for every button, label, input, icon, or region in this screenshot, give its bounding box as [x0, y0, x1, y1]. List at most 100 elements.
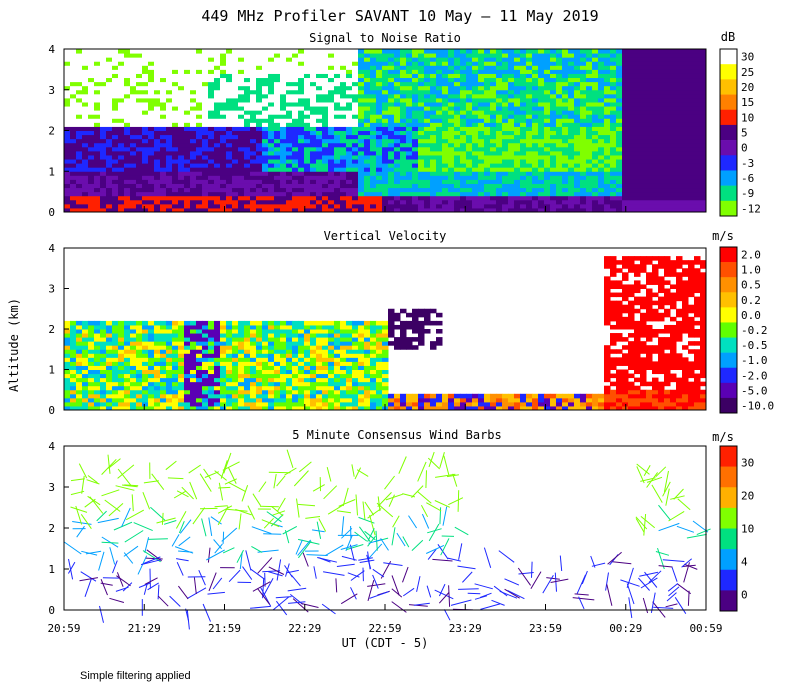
snr-cell: [598, 114, 605, 119]
snr-cell: [364, 89, 371, 95]
snr-cell: [370, 150, 377, 156]
snr-cell: [502, 126, 509, 131]
snr-cell: [238, 61, 245, 66]
snr-cell: [286, 61, 293, 66]
snr-cell: [556, 171, 563, 176]
snr-cell: [472, 53, 479, 58]
snr-cell: [526, 175, 533, 180]
snr-cell: [244, 179, 251, 184]
snr-cell: [106, 81, 113, 87]
velocity-cell: [112, 373, 119, 379]
snr-cell: [70, 73, 77, 79]
snr-cell: [142, 77, 149, 83]
snr-cell: [334, 81, 341, 87]
snr-cell: [76, 114, 83, 119]
snr-cell: [412, 171, 419, 176]
velocity-cell: [100, 345, 107, 350]
snr-cell: [586, 97, 593, 103]
snr-cell: [226, 183, 233, 189]
snr-cell: [238, 101, 245, 107]
snr-cell: [118, 183, 125, 189]
snr-cell: [220, 114, 227, 119]
snr-cell: [574, 65, 581, 70]
snr-cell: [586, 154, 593, 160]
velocity-cell: [166, 393, 173, 399]
snr-cell: [148, 106, 155, 111]
velocity-cell: [172, 405, 179, 411]
snr-cell: [334, 175, 341, 180]
snr-cell: [322, 175, 329, 180]
snr-cell: [604, 73, 611, 79]
snr-cell: [460, 191, 467, 197]
snr-cell: [586, 159, 593, 164]
snr-cell: [148, 89, 155, 95]
snr-cell: [334, 65, 341, 70]
snr-cell: [514, 187, 521, 193]
snr-cell: [418, 167, 425, 172]
snr-cell: [658, 65, 665, 70]
snr-cell: [586, 57, 593, 62]
snr-cell: [586, 187, 593, 193]
snr-cell: [268, 122, 275, 127]
snr-cell: [664, 49, 671, 54]
snr-cell: [538, 93, 545, 99]
snr-cell: [256, 183, 263, 189]
snr-cell: [484, 171, 491, 176]
snr-cell: [106, 154, 113, 160]
snr-cell: [76, 53, 83, 58]
snr-cell: [142, 81, 149, 87]
snr-x-ticks: [63, 206, 707, 212]
snr-cell: [490, 49, 497, 54]
snr-cell: [190, 69, 197, 74]
velocity-cell: [118, 381, 125, 387]
snr-cell: [352, 110, 359, 115]
snr-cell: [562, 114, 569, 119]
snr-cell: [610, 101, 617, 107]
snr-cell: [550, 85, 557, 91]
velocity-cell: [184, 377, 191, 383]
velocity-cell: [142, 341, 149, 346]
snr-cell: [652, 61, 659, 66]
colorbar-swatch: [720, 124, 737, 141]
snr-cell: [694, 114, 701, 119]
snr-cell: [652, 93, 659, 99]
velocity-cell: [166, 361, 173, 366]
snr-cell: [418, 154, 425, 160]
snr-cell: [136, 130, 143, 136]
snr-cell: [166, 130, 173, 136]
snr-cell: [64, 191, 71, 197]
velocity-cell: [82, 337, 89, 342]
snr-cell: [430, 106, 437, 111]
snr-cell: [352, 159, 359, 164]
snr-cell: [298, 126, 305, 131]
snr-cell: [622, 175, 629, 180]
snr-cell: [514, 81, 521, 87]
snr-cell: [292, 110, 299, 115]
snr-cell: [310, 199, 317, 205]
velocity-cell: [70, 333, 77, 338]
snr-cell: [592, 61, 599, 66]
snr-cell: [232, 171, 239, 176]
snr-cell: [664, 154, 671, 160]
snr-cell: [82, 73, 89, 79]
snr-cell: [292, 77, 299, 83]
snr-cell: [544, 122, 551, 127]
velocity-cell: [166, 373, 173, 379]
snr-cell: [106, 195, 113, 201]
snr-cell: [130, 73, 137, 79]
snr-cell: [220, 159, 227, 164]
snr-cell: [514, 65, 521, 70]
snr-cell: [226, 73, 233, 79]
snr-cell: [136, 77, 143, 83]
snr-cell: [382, 85, 389, 91]
snr-cell: [466, 122, 473, 127]
snr-cell: [514, 97, 521, 103]
snr-cell: [436, 61, 443, 66]
snr-cell: [382, 49, 389, 54]
snr-cell: [424, 167, 431, 172]
velocity-cell: [184, 337, 191, 342]
snr-cell: [268, 106, 275, 111]
snr-cell: [316, 57, 323, 62]
snr-cell: [526, 146, 533, 152]
snr-cell: [304, 69, 311, 74]
